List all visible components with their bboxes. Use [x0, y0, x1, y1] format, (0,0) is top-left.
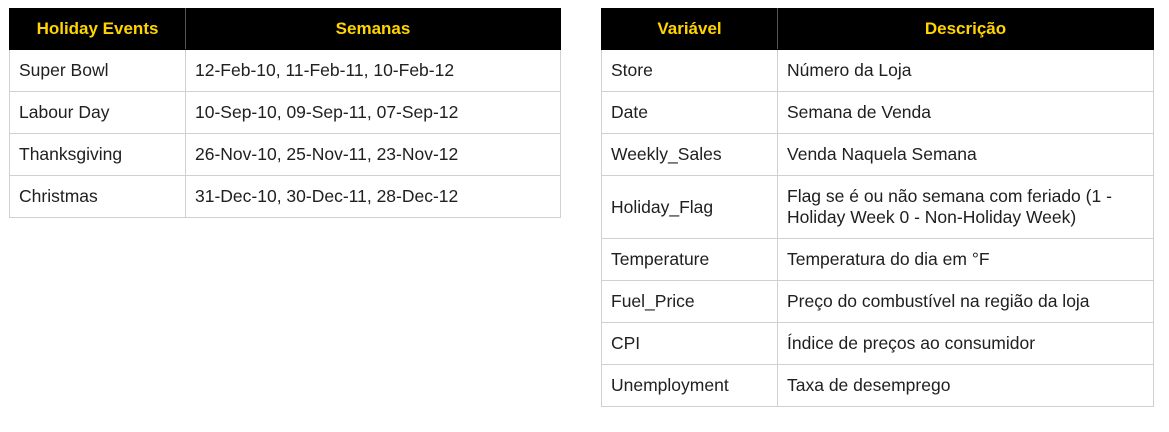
table-header-row: Variável Descrição: [601, 8, 1154, 50]
table-row: Thanksgiving 26-Nov-10, 25-Nov-11, 23-No…: [9, 133, 561, 176]
variable-description-cell: Número da Loja: [777, 49, 1154, 92]
holiday-name-cell: Super Bowl: [9, 49, 186, 92]
holiday-name-cell: Thanksgiving: [9, 133, 186, 176]
variable-name-cell: Date: [601, 91, 778, 134]
variable-name-cell: Weekly_Sales: [601, 133, 778, 176]
variables-table: Variável Descrição Store Número da Loja …: [601, 8, 1154, 407]
table-row: Fuel_Price Preço do combustível na regiã…: [601, 280, 1154, 323]
variable-name-cell: Fuel_Price: [601, 280, 778, 323]
variable-description-cell: Semana de Venda: [777, 91, 1154, 134]
holiday-name-cell: Labour Day: [9, 91, 186, 134]
table-row: Labour Day 10-Sep-10, 09-Sep-11, 07-Sep-…: [9, 91, 561, 134]
variable-name-cell: Unemployment: [601, 364, 778, 407]
variable-name-cell: Holiday_Flag: [601, 175, 778, 239]
variable-name-cell: Temperature: [601, 238, 778, 281]
variable-description-cell: Índice de preços ao consumidor: [777, 322, 1154, 365]
table-header-row: Holiday Events Semanas: [9, 8, 561, 50]
table-row: Super Bowl 12-Feb-10, 11-Feb-11, 10-Feb-…: [9, 49, 561, 92]
variable-description-cell: Preço do combustível na região da loja: [777, 280, 1154, 323]
table-row: CPI Índice de preços ao consumidor: [601, 322, 1154, 365]
variable-description-cell: Venda Naquela Semana: [777, 133, 1154, 176]
table-row: Christmas 31-Dec-10, 30-Dec-11, 28-Dec-1…: [9, 175, 561, 218]
table-row: Date Semana de Venda: [601, 91, 1154, 134]
variable-name-cell: Store: [601, 49, 778, 92]
column-header-semanas: Semanas: [185, 8, 561, 50]
column-header-descricao: Descrição: [777, 8, 1154, 50]
holiday-weeks-cell: 12-Feb-10, 11-Feb-11, 10-Feb-12: [185, 49, 561, 92]
variable-description-cell: Temperatura do dia em °F: [777, 238, 1154, 281]
holiday-weeks-cell: 10-Sep-10, 09-Sep-11, 07-Sep-12: [185, 91, 561, 134]
holiday-events-table: Holiday Events Semanas Super Bowl 12-Feb…: [9, 8, 561, 218]
table-row: Weekly_Sales Venda Naquela Semana: [601, 133, 1154, 176]
holiday-weeks-cell: 26-Nov-10, 25-Nov-11, 23-Nov-12: [185, 133, 561, 176]
table-row: Unemployment Taxa de desemprego: [601, 364, 1154, 407]
holiday-name-cell: Christmas: [9, 175, 186, 218]
variable-description-cell: Taxa de desemprego: [777, 364, 1154, 407]
column-header-holiday-events: Holiday Events: [9, 8, 186, 50]
table-row: Holiday_Flag Flag se é ou não semana com…: [601, 175, 1154, 239]
table-row: Store Número da Loja: [601, 49, 1154, 92]
variable-name-cell: CPI: [601, 322, 778, 365]
holiday-weeks-cell: 31-Dec-10, 30-Dec-11, 28-Dec-12: [185, 175, 561, 218]
column-header-variavel: Variável: [601, 8, 778, 50]
table-row: Temperature Temperatura do dia em °F: [601, 238, 1154, 281]
variable-description-cell: Flag se é ou não semana com feriado (1 -…: [777, 175, 1154, 239]
